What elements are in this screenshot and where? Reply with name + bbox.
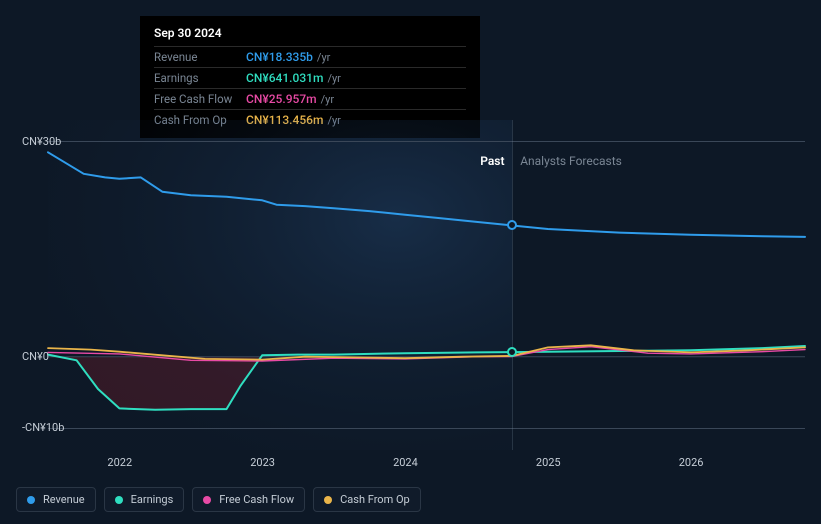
- tooltip-value: CN¥25.957m: [246, 92, 317, 106]
- legend-label: Free Cash Flow: [219, 493, 294, 506]
- legend-row: Revenue Earnings Free Cash Flow Cash Fro…: [16, 487, 421, 512]
- tooltip-row-earnings: Earnings CN¥641.031m /yr: [154, 68, 466, 89]
- legend-dot-icon: [27, 496, 35, 504]
- legend-label: Cash From Op: [340, 493, 410, 506]
- legend-item-earnings[interactable]: Earnings: [104, 487, 185, 512]
- tooltip-label: Revenue: [154, 50, 246, 64]
- y-axis-label: -CN¥10b: [22, 421, 64, 434]
- marker-icon: [507, 220, 517, 230]
- y-axis-label: CN¥0: [22, 350, 49, 363]
- legend-item-cfo[interactable]: Cash From Op: [313, 487, 421, 512]
- tooltip-value: CN¥641.031m: [246, 71, 323, 85]
- legend-dot-icon: [203, 496, 211, 504]
- plot-area[interactable]: [48, 120, 805, 450]
- x-axis-label: 2025: [536, 456, 561, 469]
- tooltip-row-revenue: Revenue CN¥18.335b /yr: [154, 47, 466, 68]
- legend-item-fcf[interactable]: Free Cash Flow: [192, 487, 305, 512]
- x-axis-label: 2024: [393, 456, 418, 469]
- tooltip-unit: /yr: [327, 72, 340, 85]
- y-axis-label: CN¥30b: [22, 135, 61, 148]
- legend-label: Earnings: [131, 493, 174, 506]
- x-axis-label: 2023: [250, 456, 275, 469]
- legend-dot-icon: [324, 496, 332, 504]
- x-axis-label: 2026: [679, 456, 704, 469]
- x-axis-label: 2022: [107, 456, 132, 469]
- marker-icon: [507, 347, 517, 357]
- past-label: Past: [480, 154, 504, 168]
- tooltip-label: Free Cash Flow: [154, 92, 246, 106]
- tooltip-value: CN¥18.335b: [246, 50, 313, 64]
- legend-dot-icon: [115, 496, 123, 504]
- tooltip-label: Earnings: [154, 71, 246, 85]
- legend-label: Revenue: [43, 493, 85, 506]
- tooltip-date: Sep 30 2024: [154, 26, 466, 47]
- chart-container: CN¥30bCN¥0-CN¥10b20222023202420252026Pas…: [16, 120, 805, 450]
- legend-item-revenue[interactable]: Revenue: [16, 487, 96, 512]
- tooltip-row-fcf: Free Cash Flow CN¥25.957m /yr: [154, 89, 466, 110]
- forecast-label: Analysts Forecasts: [520, 154, 622, 168]
- tooltip-unit: /yr: [317, 51, 330, 64]
- tooltip-unit: /yr: [321, 93, 334, 106]
